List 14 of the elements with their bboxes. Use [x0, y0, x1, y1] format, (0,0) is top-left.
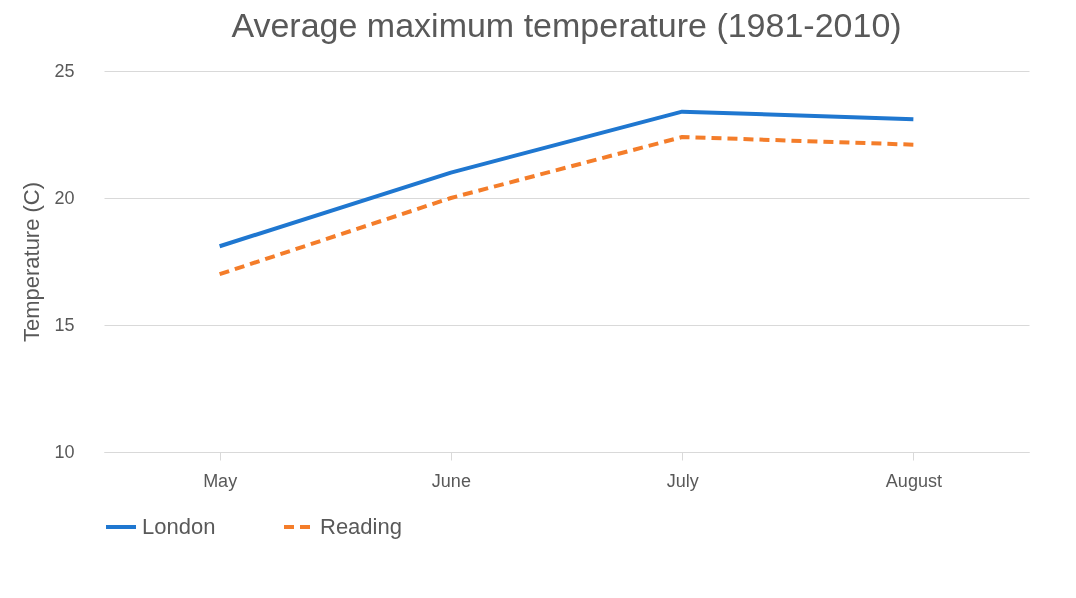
line-series — [217, 135, 916, 277]
line-series — [217, 109, 916, 249]
x-tick-label: August — [885, 470, 942, 491]
legend-label: London — [142, 514, 216, 539]
chart-title: Average maximum temperature (1981-2010) — [231, 6, 902, 44]
x-tick-label: July — [666, 470, 699, 491]
y-tick-label: 15 — [54, 314, 75, 335]
y-tick-label: 20 — [54, 187, 75, 208]
legend-label: Reading — [320, 514, 402, 539]
x-tick-label: May — [203, 470, 238, 491]
y-tick-label: 25 — [54, 60, 75, 81]
y-tick-label: 10 — [54, 441, 75, 462]
y-axis-title: Temperature (C) — [19, 181, 45, 343]
x-tick-label: June — [431, 470, 471, 491]
